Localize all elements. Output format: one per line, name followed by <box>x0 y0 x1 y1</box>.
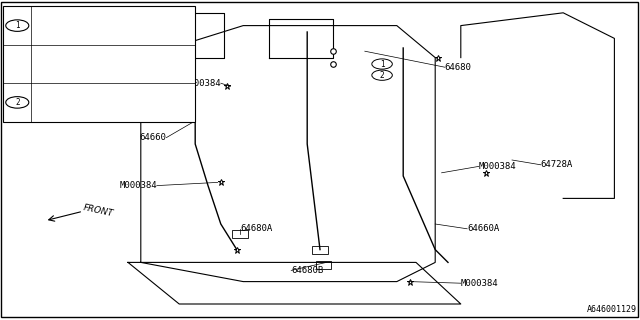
Bar <box>3 6 195 122</box>
Bar <box>312 246 328 254</box>
Text: M000384: M000384 <box>36 60 74 68</box>
Bar <box>232 230 248 238</box>
Text: 64680A: 64680A <box>240 224 272 233</box>
Circle shape <box>372 70 392 80</box>
Circle shape <box>6 20 29 31</box>
Circle shape <box>372 59 392 69</box>
Text: <'13MY1207->: <'13MY1207-> <box>86 98 151 107</box>
Text: 64680: 64680 <box>445 63 472 72</box>
Text: M000384: M000384 <box>461 279 499 288</box>
Text: 1: 1 <box>380 60 385 68</box>
Text: < -'13MY1207>: < -'13MY1207> <box>86 13 156 22</box>
Text: FRONT: FRONT <box>82 204 114 219</box>
Text: M000384: M000384 <box>479 162 516 171</box>
Text: <'13MY1207->: <'13MY1207-> <box>86 60 151 68</box>
Bar <box>316 261 331 269</box>
Text: M000384: M000384 <box>183 79 221 88</box>
Text: 64728A: 64728A <box>541 160 573 169</box>
Text: A646001129: A646001129 <box>587 305 637 314</box>
Text: 2: 2 <box>380 71 385 80</box>
Text: 64660: 64660 <box>140 133 166 142</box>
Text: 64786C: 64786C <box>36 13 68 22</box>
Circle shape <box>6 97 29 108</box>
Text: M000384: M000384 <box>119 181 157 190</box>
Text: 2: 2 <box>15 98 20 107</box>
Text: 64680B: 64680B <box>291 266 323 275</box>
Text: M000384: M000384 <box>36 98 74 107</box>
Text: 1: 1 <box>15 21 20 30</box>
Text: 64660A: 64660A <box>467 224 499 233</box>
